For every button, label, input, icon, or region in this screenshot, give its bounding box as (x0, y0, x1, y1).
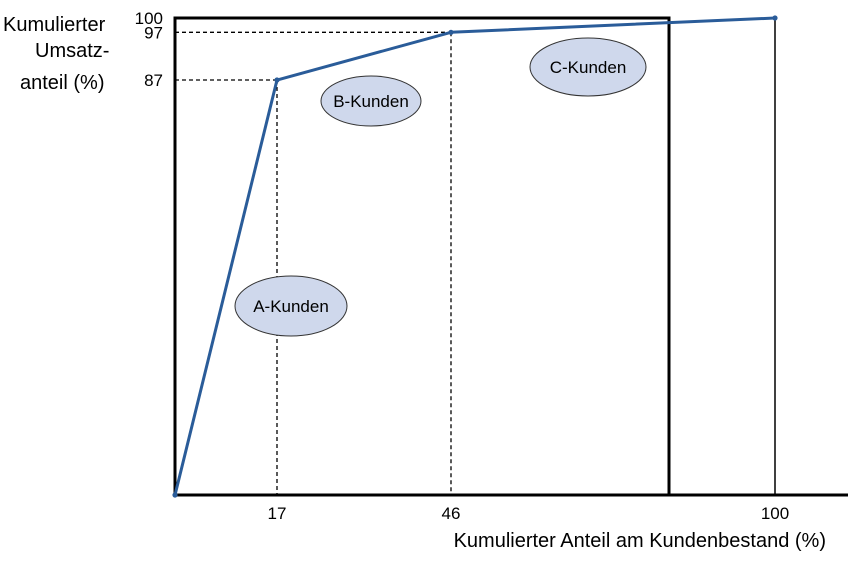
x-tick-label-100: 100 (761, 504, 789, 523)
segment-ellipse (320, 75, 422, 127)
segment-labels: A-Kunden B-Kunden C-Kunden (234, 37, 647, 337)
x-tick-label-17: 17 (268, 504, 287, 523)
segment-ellipse (529, 37, 647, 97)
segment-label: A-Kunden (253, 297, 329, 316)
x-axis-label: Kumulierter Anteil am Kundenbestand (%) (454, 530, 826, 552)
y-axis-label-line-3: anteil (%) (20, 72, 104, 94)
y-axis-label-line-2: Umsatz- (35, 40, 109, 62)
x-tick-label-46: 46 (442, 504, 461, 523)
data-point (172, 492, 178, 498)
series-line (173, 16, 776, 496)
data-point (772, 15, 778, 21)
y-tick-label-97: 97 (144, 23, 163, 42)
segment-label: C-Kunden (550, 58, 627, 77)
data-point (274, 77, 280, 83)
series-layer (172, 15, 778, 498)
y-tick-label-100: 100 (135, 9, 163, 28)
data-point (448, 29, 454, 35)
guide-lines (175, 18, 776, 495)
y-axis-label-line-1: Kumulierter (3, 14, 106, 36)
y-tick-label-87: 87 (144, 71, 163, 90)
segment-label: B-Kunden (333, 92, 409, 111)
segment-ellipse (234, 275, 348, 337)
